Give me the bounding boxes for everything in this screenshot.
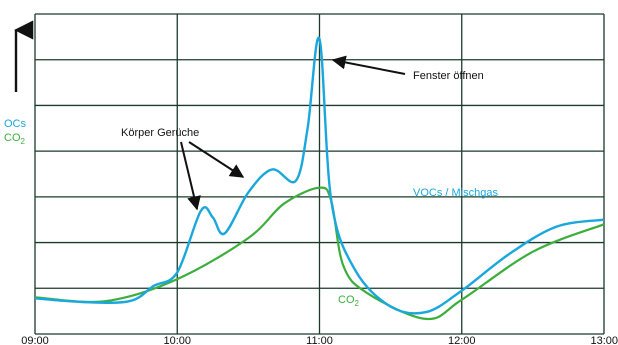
x-tick-label-1: 10:00	[163, 335, 191, 345]
label-co2-sub: 2	[355, 299, 360, 308]
label-co2: CO2	[338, 294, 360, 308]
arrow-koerper-1	[180, 141, 201, 211]
label-co2-text: CO	[338, 294, 355, 306]
x-tick-label-4: 13:00	[590, 335, 618, 345]
series-line-vocs	[34, 36, 605, 315]
arrow-koerper-2	[188, 141, 245, 178]
x-tick-label-2: 11:00	[306, 335, 333, 345]
grid	[34, 13, 605, 335]
x-axis-ticks: 09:00 10:00 11:00 12:00 13:00	[21, 335, 618, 345]
arrow-fenster	[331, 55, 406, 75]
y-label-co2-sub: 2	[21, 137, 26, 146]
y-label-co2: CO2	[4, 132, 26, 146]
annotation-fenster: Fenster öffnen	[413, 70, 484, 82]
annotation-koerper: Körper Gerüche	[121, 127, 199, 139]
x-tick-label-0: 09:00	[21, 335, 49, 345]
label-vocs: VOCs / Mischgas	[413, 187, 498, 199]
y-label-ocs: OCs	[4, 118, 27, 130]
y-label-co2-text: CO	[4, 132, 21, 144]
x-tick-label-3: 12:00	[448, 335, 476, 345]
